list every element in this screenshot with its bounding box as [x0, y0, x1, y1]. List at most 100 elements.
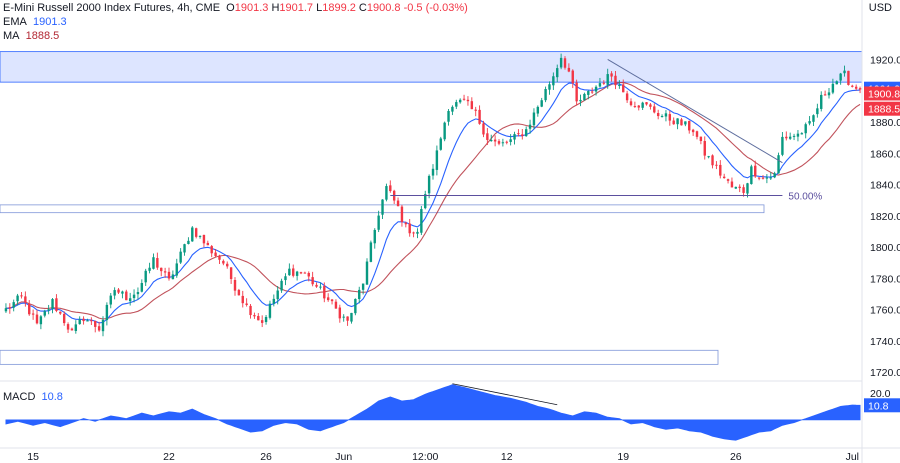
- candle-body: [521, 134, 524, 137]
- candle-body: [144, 270, 147, 283]
- candle-body: [361, 283, 365, 290]
- candle-body: [854, 86, 858, 89]
- candle-body: [24, 296, 27, 303]
- ma-label: MA: [3, 30, 20, 42]
- candle-body: [629, 101, 633, 106]
- price-tick-label: 1880.0: [870, 117, 900, 129]
- price-label-text: 1900.8: [868, 88, 900, 100]
- candle-body: [517, 133, 520, 135]
- candle-body: [253, 315, 256, 317]
- currency-label: USD: [868, 2, 892, 14]
- candle-body: [121, 291, 124, 294]
- candle-body: [451, 106, 454, 112]
- candle-body: [493, 139, 497, 142]
- ohlc-key: C: [358, 2, 367, 14]
- candle-body: [233, 279, 237, 291]
- candle-body: [59, 311, 62, 314]
- candle-body: [78, 319, 81, 325]
- candle-body: [20, 295, 23, 297]
- candle-body: [416, 231, 419, 234]
- ema-legend[interactable]: EMA 1901.3: [3, 16, 67, 28]
- candle-body: [676, 118, 679, 125]
- price-tick-label: 1920.0: [870, 54, 900, 66]
- candle-body: [70, 328, 74, 331]
- candle-body: [400, 206, 404, 223]
- candle-body: [656, 112, 660, 117]
- ma-line: [5, 81, 861, 320]
- candle-body: [668, 114, 672, 121]
- candle-body: [765, 177, 769, 179]
- candle-body: [226, 263, 229, 267]
- candle-body: [563, 58, 567, 68]
- candle-body: [858, 88, 862, 90]
- candle-body: [280, 280, 283, 291]
- candle-body: [458, 99, 462, 103]
- ohlc-key: L: [316, 2, 323, 14]
- candle-body: [598, 83, 602, 87]
- candle-body: [466, 99, 470, 102]
- ohlc-value: 1901.3: [234, 2, 272, 14]
- candle-body: [672, 120, 675, 125]
- candle-body: [163, 271, 167, 273]
- candle-body: [711, 155, 714, 166]
- candle-body: [594, 86, 598, 92]
- candle-body: [513, 134, 516, 140]
- candle-body: [132, 294, 136, 299]
- price-label-box: [864, 101, 900, 116]
- ma-legend[interactable]: MA 1888.5: [3, 30, 59, 42]
- candle-body: [645, 102, 648, 105]
- candle-body: [703, 140, 706, 156]
- price-label-text: 1888.5: [868, 104, 900, 116]
- candle-body: [47, 309, 50, 311]
- candle-body: [249, 305, 252, 316]
- candle-body: [583, 93, 586, 101]
- macd-area: [5, 384, 861, 441]
- candle-body: [812, 115, 815, 122]
- candle-body: [183, 244, 186, 253]
- candle-body: [338, 307, 342, 319]
- candle-body: [734, 186, 738, 189]
- candle-body: [358, 289, 361, 300]
- candle-body: [187, 240, 190, 245]
- candle-body: [707, 156, 710, 158]
- candle-body: [754, 165, 757, 177]
- candle-body: [435, 150, 439, 170]
- candle-body: [128, 298, 132, 302]
- macd-label-box: [864, 398, 900, 413]
- candle-body: [381, 199, 384, 215]
- candle-body: [730, 181, 734, 188]
- candle-body: [695, 131, 699, 137]
- candle-body: [323, 286, 326, 299]
- candle-body: [443, 122, 446, 140]
- candle-body: [43, 311, 46, 316]
- price-tick-label: 1800.0: [870, 242, 900, 254]
- macd-label-text: 10.8: [868, 400, 889, 412]
- time-tick-label: 19: [617, 451, 629, 463]
- candle-body: [303, 272, 307, 274]
- candle-body: [505, 141, 508, 143]
- candle-body: [90, 320, 93, 322]
- symbol-title: E-Mini Russell 2000 Index Futures, 4h, C…: [3, 2, 221, 14]
- candle-body: [742, 187, 745, 193]
- candle-body: [156, 258, 159, 268]
- ohlc-key: O: [226, 2, 235, 14]
- price-change: -0.5 (-0.03%): [403, 2, 468, 14]
- candle-body: [295, 271, 299, 276]
- candle-body: [509, 139, 512, 142]
- candle-body: [342, 316, 345, 318]
- candle-body: [389, 185, 392, 192]
- candle-body: [424, 194, 427, 209]
- candle-body: [649, 104, 652, 107]
- ohlc-values: O1901.3 H1901.7 L1899.2 C1900.8: [226, 2, 403, 14]
- macd-legend[interactable]: MACD 10.8: [3, 391, 63, 403]
- candle-body: [206, 242, 210, 246]
- candle-body: [664, 113, 668, 117]
- candle-body: [237, 289, 241, 296]
- candle-body: [618, 85, 621, 87]
- candle-body: [835, 81, 838, 85]
- candle-body: [198, 235, 202, 237]
- candle-body: [532, 112, 536, 126]
- candle-body: [680, 119, 683, 126]
